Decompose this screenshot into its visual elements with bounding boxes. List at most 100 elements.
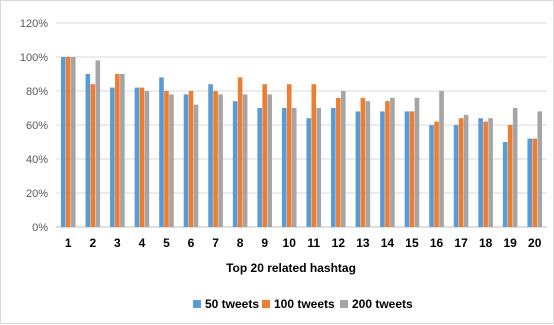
x-tick-label: 5	[163, 236, 170, 250]
legend-swatch	[193, 300, 201, 308]
bar-100-tweets-6	[188, 91, 194, 227]
bar-50-tweets-9	[257, 108, 262, 227]
bar-100-tweets-8	[237, 77, 243, 228]
x-tick-label: 8	[237, 236, 244, 250]
bar-50-tweets-12	[331, 108, 336, 227]
x-tick-label: 2	[89, 236, 96, 250]
bar-100-tweets-1	[65, 57, 71, 227]
bar-50-tweets-1	[60, 57, 66, 227]
x-tick-label: 20	[528, 236, 542, 250]
y-tick-label: 0%	[32, 222, 48, 234]
bar-200-tweets-6	[193, 104, 199, 227]
bar-50-tweets-15	[404, 111, 410, 227]
legend-label: 200 tweets	[352, 297, 413, 311]
x-tick-label: 17	[454, 236, 468, 250]
bar-50-tweets-13	[355, 111, 361, 227]
x-tick-label: 1	[65, 236, 72, 250]
y-tick-label: 100%	[20, 52, 48, 64]
bar-200-tweets-3	[120, 74, 125, 227]
bar-100-tweets-10	[286, 84, 292, 227]
bar-100-tweets-19	[507, 125, 513, 227]
bar-100-tweets-4	[139, 87, 145, 227]
bar-200-tweets-13	[365, 101, 371, 227]
x-axis-label: Top 20 related hashtag	[226, 261, 356, 275]
bar-50-tweets-5	[159, 77, 164, 228]
bar-200-tweets-8	[242, 94, 248, 228]
bar-50-tweets-19	[502, 142, 508, 227]
x-tick-label: 16	[430, 236, 444, 250]
bar-100-tweets-3	[115, 74, 120, 227]
bar-50-tweets-11	[306, 118, 312, 227]
x-tick-label: 7	[212, 236, 219, 250]
bar-200-tweets-20	[537, 111, 543, 227]
legend-label: 50 tweets	[205, 297, 259, 311]
bar-200-tweets-2	[95, 60, 101, 228]
bar-100-tweets-20	[532, 138, 538, 227]
bar-50-tweets-2	[85, 74, 91, 227]
legend-label: 100 tweets	[274, 297, 335, 311]
bar-200-tweets-12	[341, 91, 346, 227]
x-axis-ticks: 1 2 3 4 5 6 7 8 9 10 11 12 13 14 15 16 17 18 19 20	[65, 236, 542, 250]
legend: 50 tweets 100 tweets 200 tweets	[193, 297, 413, 311]
x-tick-label: 9	[261, 236, 268, 250]
bar-100-tweets-13	[360, 97, 366, 227]
bar-100-tweets-15	[409, 111, 415, 227]
legend-swatch	[262, 300, 270, 308]
bar-100-tweets-11	[311, 84, 317, 227]
bar-100-tweets-7	[213, 91, 218, 227]
bar-50-tweets-20	[527, 138, 533, 227]
bar-200-tweets-9	[267, 94, 272, 228]
x-tick-label: 19	[503, 236, 517, 250]
x-tick-label: 15	[405, 236, 419, 250]
bar-100-tweets-12	[336, 97, 341, 227]
bar-200-tweets-16	[439, 91, 444, 227]
x-tick-label: 4	[139, 236, 146, 250]
bar-200-tweets-10	[291, 108, 297, 227]
bar-100-tweets-5	[164, 91, 169, 227]
y-tick-label: 120%	[20, 18, 48, 30]
bar-200-tweets-11	[316, 108, 322, 227]
bar-200-tweets-19	[512, 108, 518, 227]
bar-100-tweets-18	[483, 121, 488, 227]
bar-200-tweets-1	[70, 57, 76, 227]
x-tick-label: 13	[356, 236, 370, 250]
bar-200-tweets-15	[414, 97, 420, 227]
bar-50-tweets-17	[453, 125, 459, 227]
bar-50-tweets-3	[110, 87, 115, 227]
y-tick-label: 20%	[26, 188, 48, 200]
bar-200-tweets-4	[144, 91, 150, 227]
x-tick-label: 3	[114, 236, 121, 250]
bar-100-tweets-17	[458, 118, 464, 227]
bar-200-tweets-17	[463, 114, 469, 227]
gridlines	[56, 22, 547, 228]
bar-50-tweets-4	[134, 87, 140, 227]
bar-200-tweets-14	[390, 97, 395, 227]
x-tick-label: 18	[479, 236, 493, 250]
bar-100-tweets-2	[90, 84, 96, 227]
y-tick-label: 80%	[26, 86, 48, 98]
bar-50-tweets-16	[429, 125, 434, 227]
y-tick-label: 40%	[26, 154, 48, 166]
bar-100-tweets-14	[385, 101, 390, 227]
x-tick-label: 6	[188, 236, 195, 250]
bar-100-tweets-9	[262, 84, 267, 227]
y-tick-label: 60%	[26, 120, 48, 132]
bar-100-tweets-16	[434, 121, 439, 227]
bar-50-tweets-8	[232, 101, 238, 227]
bar-200-tweets-7	[218, 94, 223, 228]
bar-50-tweets-18	[478, 118, 483, 227]
bar-200-tweets-18	[488, 118, 493, 227]
x-tick-label: 11	[307, 236, 320, 250]
bar-50-tweets-14	[380, 111, 385, 227]
bar-200-tweets-5	[169, 94, 174, 228]
y-axis-ticks: 0% 20% 40% 60% 80% 100% 120%	[20, 18, 48, 234]
bars	[60, 57, 543, 228]
x-tick-label: 12	[332, 236, 346, 250]
legend-swatch	[340, 300, 348, 308]
bar-50-tweets-10	[281, 108, 287, 227]
x-tick-label: 14	[381, 236, 395, 250]
bar-50-tweets-7	[208, 84, 213, 227]
x-tick-label: 10	[283, 236, 297, 250]
